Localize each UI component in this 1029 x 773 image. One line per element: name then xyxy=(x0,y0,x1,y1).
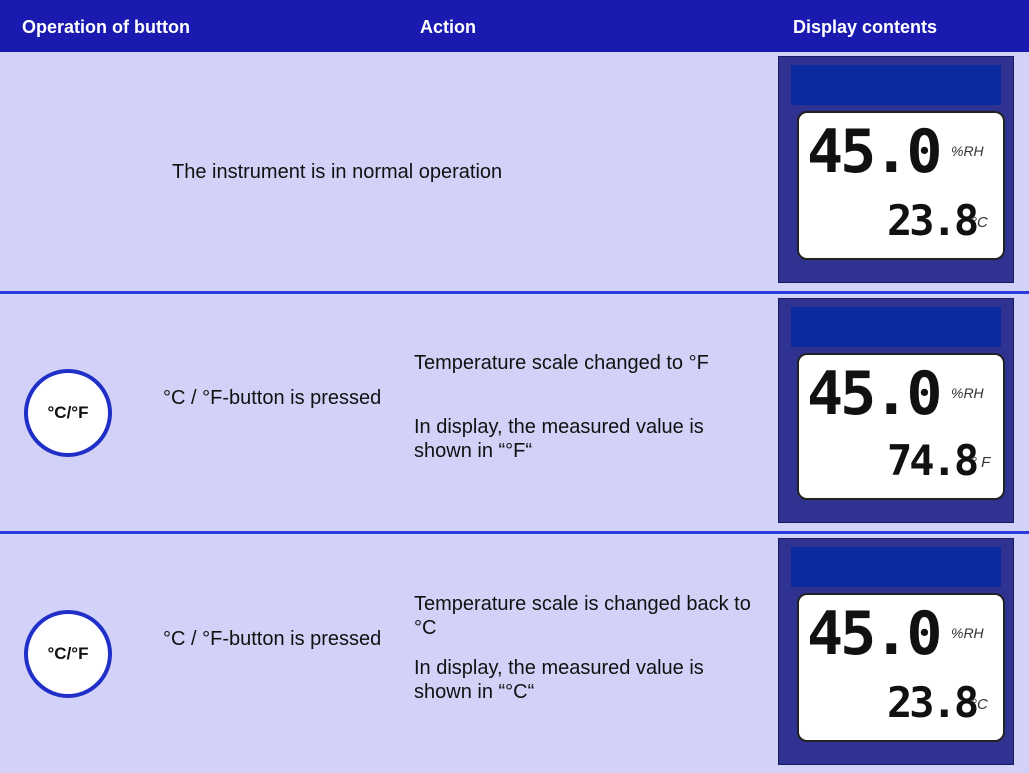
action-text: In display, the measured value is shown … xyxy=(414,656,714,704)
page: Operation of button Action Display conte… xyxy=(0,0,1029,773)
display-device: 45.0 %RH 23.8°C xyxy=(778,56,1014,283)
operation-text: °C / °F-button is pressed xyxy=(163,627,383,651)
display-panel: 45.0 %RH 74.8° F xyxy=(797,353,1005,500)
action-text: The instrument is in normal operation xyxy=(172,160,502,184)
temperature-unit: ° F xyxy=(971,454,990,471)
temperature-value: 74.8 xyxy=(887,436,976,485)
display-panel: 45.0 %RH 23.8°C xyxy=(797,593,1005,742)
action-text: Temperature scale is changed back to °C xyxy=(414,592,764,640)
row-separator xyxy=(0,531,1029,534)
humidity-unit: %RH xyxy=(951,625,984,641)
humidity-unit: %RH xyxy=(951,143,984,159)
header-cell: Action xyxy=(420,17,476,38)
display-band xyxy=(791,307,1001,347)
header-cell: Operation of button xyxy=(22,17,190,38)
display-device: 45.0 %RH 23.8°C xyxy=(778,538,1014,765)
button-icon: °C/°F xyxy=(24,610,112,698)
temperature-unit: °C xyxy=(971,214,988,231)
action-text: Temperature scale changed to °F xyxy=(414,351,764,375)
display-band xyxy=(791,547,1001,587)
header-cell: Display contents xyxy=(793,17,937,38)
temperature-value: 23.8 xyxy=(887,678,976,727)
button-icon: °C/°F xyxy=(24,369,112,457)
humidity-unit: %RH xyxy=(951,385,984,401)
operation-text: °C / °F-button is pressed xyxy=(163,386,383,410)
action-text: In display, the measured value is shown … xyxy=(414,415,714,463)
humidity-value: 45.0 xyxy=(807,117,940,187)
row-separator xyxy=(0,291,1029,294)
display-panel: 45.0 %RH 23.8°C xyxy=(797,111,1005,260)
humidity-value: 45.0 xyxy=(807,359,940,429)
humidity-value: 45.0 xyxy=(807,599,940,669)
temperature-unit: °C xyxy=(971,696,988,713)
temperature-value: 23.8 xyxy=(887,196,976,245)
display-band xyxy=(791,65,1001,105)
display-device: 45.0 %RH 74.8° F xyxy=(778,298,1014,523)
